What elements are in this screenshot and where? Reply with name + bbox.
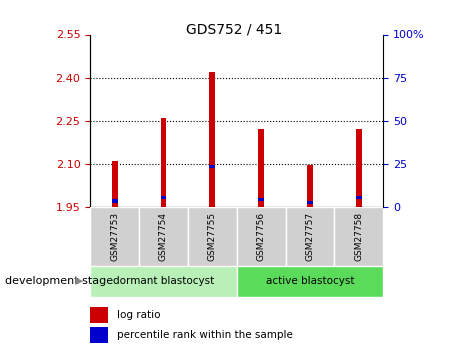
Text: GSM27758: GSM27758 (354, 212, 364, 261)
Bar (258, 129, 264, 207)
Bar (209, 165, 215, 168)
Bar (307, 201, 313, 204)
Bar (285, 207, 335, 266)
Text: percentile rank within the sample: percentile rank within the sample (116, 330, 292, 340)
Bar (307, 165, 313, 207)
Bar (90, 207, 139, 266)
Bar (258, 198, 264, 201)
Text: GSM27754: GSM27754 (159, 212, 168, 261)
Polygon shape (75, 277, 83, 285)
Bar (90, 307, 108, 323)
Bar (90, 266, 237, 297)
Text: GSM27756: GSM27756 (257, 212, 266, 261)
Text: GSM27757: GSM27757 (306, 212, 314, 261)
Text: dormant blastocyst: dormant blastocyst (113, 276, 214, 286)
Bar (237, 207, 285, 266)
Bar (356, 196, 362, 199)
Bar (112, 199, 118, 203)
Text: GSM27753: GSM27753 (110, 212, 119, 261)
Bar (335, 207, 383, 266)
Bar (139, 207, 188, 266)
Bar (90, 327, 108, 343)
Bar (356, 129, 362, 207)
Text: log ratio: log ratio (116, 310, 160, 320)
Bar (161, 118, 166, 207)
Bar (209, 72, 215, 207)
Text: GDS752 / 451: GDS752 / 451 (186, 22, 283, 37)
Text: active blastocyst: active blastocyst (266, 276, 354, 286)
Text: development stage: development stage (5, 276, 113, 286)
Text: GSM27755: GSM27755 (208, 212, 217, 261)
Bar (237, 266, 383, 297)
Bar (112, 161, 118, 207)
Bar (161, 196, 166, 199)
Bar (188, 207, 237, 266)
